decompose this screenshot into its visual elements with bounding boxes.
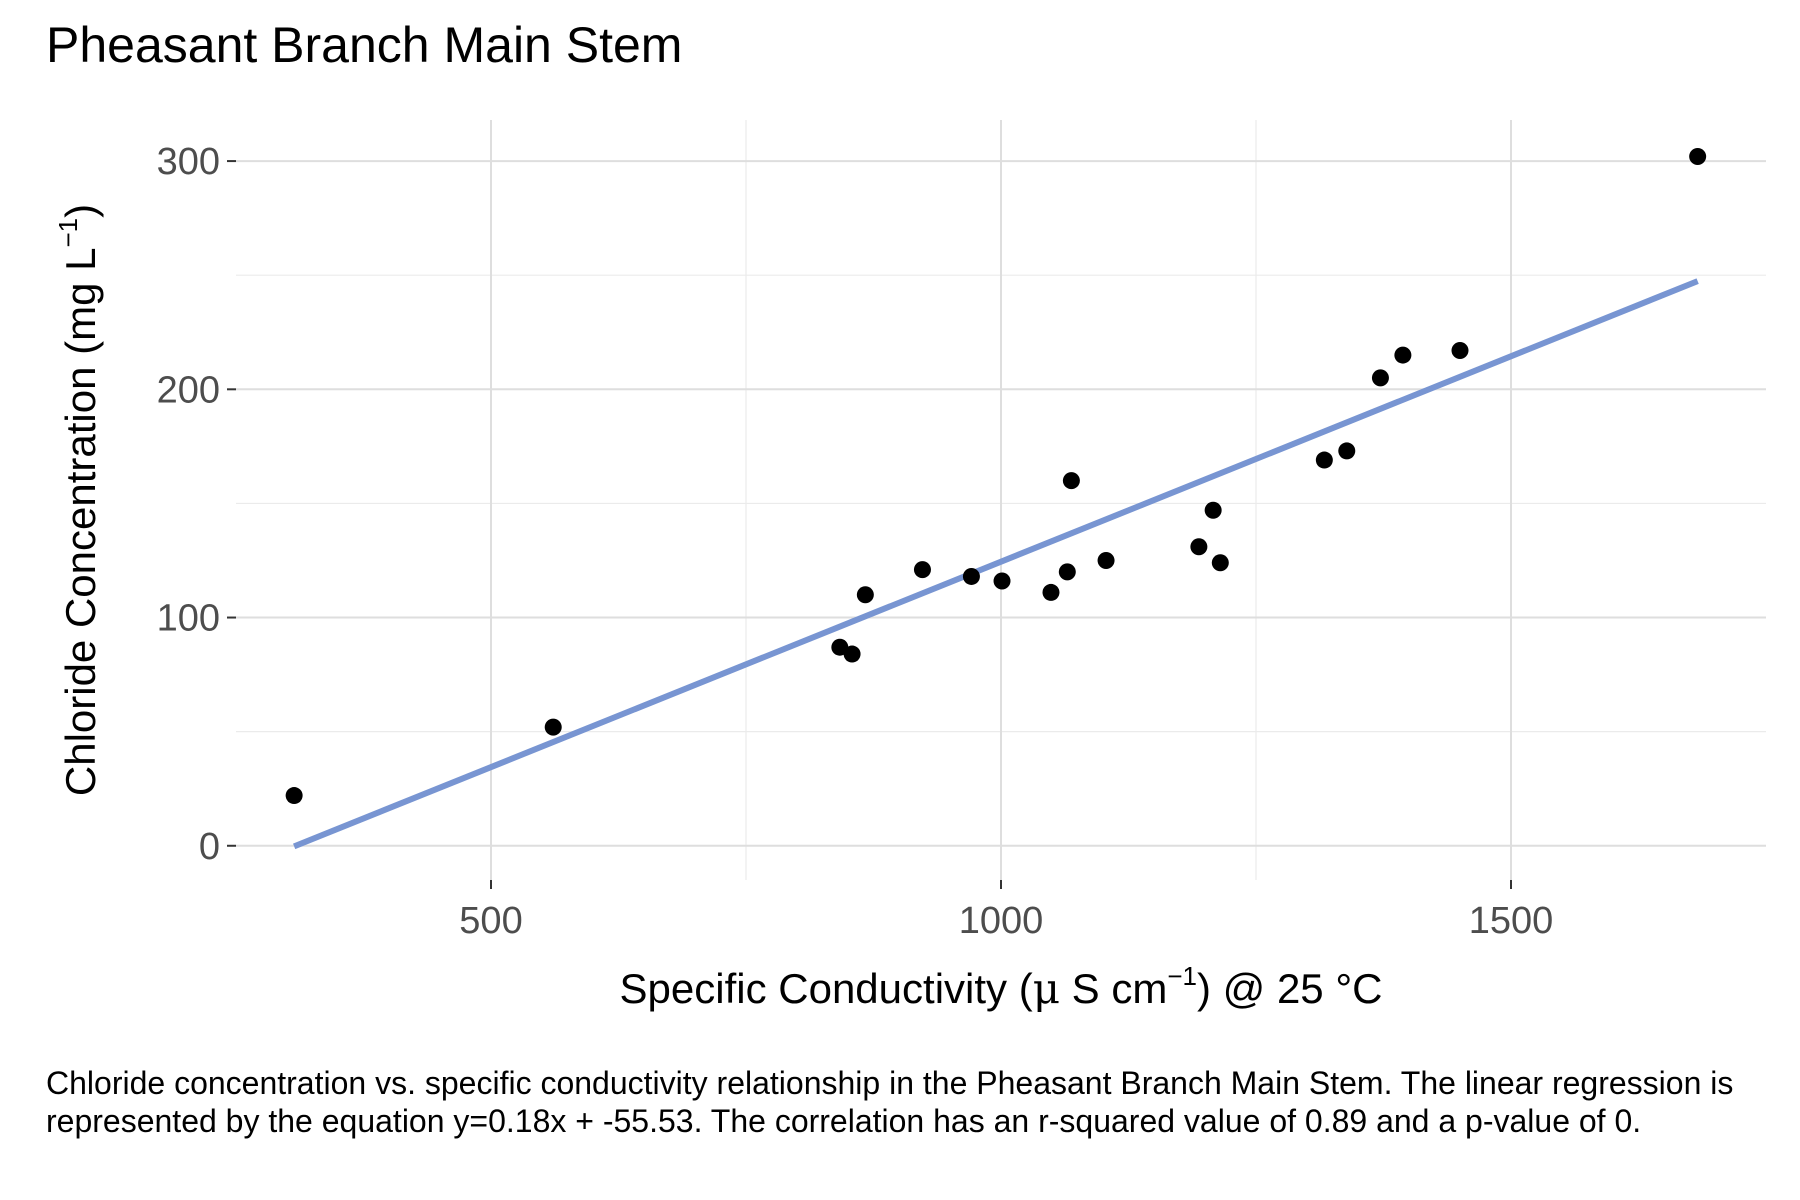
x-tick-label: 1500 xyxy=(1469,900,1554,942)
data-point xyxy=(1190,538,1208,556)
data-point xyxy=(1689,148,1707,166)
x-tick-label: 1000 xyxy=(959,900,1044,942)
y-tick-label: 100 xyxy=(157,598,220,640)
data-point xyxy=(1204,501,1222,519)
data-point xyxy=(1097,551,1115,569)
y-tick-label: 0 xyxy=(199,826,220,868)
regression-line-layer xyxy=(293,278,1699,850)
data-point xyxy=(1394,346,1412,364)
y-tick-label: 200 xyxy=(157,369,220,411)
data-point xyxy=(1062,472,1080,490)
chart-title: Pheasant Branch Main Stem xyxy=(46,17,683,73)
y-axis-title: Chloride Concentration (mg L−1) xyxy=(53,204,104,796)
axes: 500 1000 1500 0 100 200 300 Specific Conductivi… xyxy=(53,141,1553,1013)
scatter-plot: 500 1000 1500 0 100 200 300 Specific Conductivi… xyxy=(53,120,1766,1013)
data-point xyxy=(1058,563,1076,581)
data-point xyxy=(856,586,874,604)
data-point xyxy=(962,567,980,585)
y-tick-label: 300 xyxy=(157,141,220,183)
data-point xyxy=(1371,369,1389,387)
x-axis-title: Specific Conductivity (μ S cm−1) @ 25 °C xyxy=(620,961,1383,1013)
regression-line xyxy=(293,278,1699,850)
data-point xyxy=(843,645,861,663)
data-point xyxy=(285,787,303,805)
x-tick-label: 500 xyxy=(459,900,522,942)
data-point xyxy=(1451,342,1469,360)
data-point xyxy=(1338,442,1356,460)
data-point xyxy=(1211,554,1229,572)
grid-lines xyxy=(236,120,1766,880)
data-point xyxy=(993,572,1011,590)
data-point xyxy=(544,718,562,736)
data-point xyxy=(1315,451,1333,469)
data-point xyxy=(913,561,931,579)
figure-caption: Chloride concentration vs. specific cond… xyxy=(46,1065,1734,1139)
data-points xyxy=(285,148,1707,805)
data-point xyxy=(1042,583,1060,601)
